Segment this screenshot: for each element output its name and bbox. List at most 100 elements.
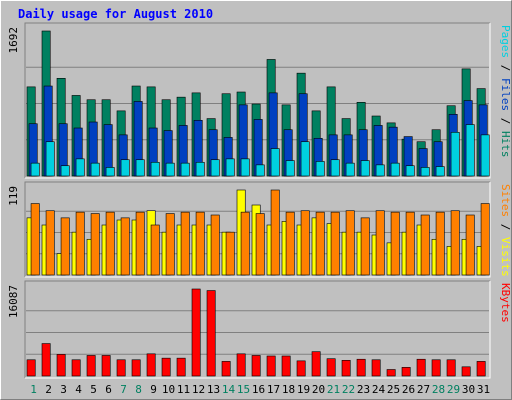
- legend-separator: /: [499, 217, 512, 237]
- x-tick-label: 18: [282, 383, 295, 396]
- bar-sites-day-4: [75, 211, 85, 276]
- bar-sites-day-5: [90, 213, 100, 276]
- bar-kbytes-day-9: [146, 353, 156, 377]
- x-tick-label: 12: [192, 383, 205, 396]
- bar-kbytes-day-29: [446, 359, 456, 377]
- x-tick-label: 7: [120, 383, 127, 396]
- bar-pages-day-21: [330, 159, 340, 177]
- bar-sites-day-15: [240, 211, 250, 276]
- bar-pages-day-15: [240, 158, 250, 177]
- bar-sites-day-20: [315, 211, 325, 276]
- panel-hits: 1692 Pages / Files / Hits: [7, 22, 512, 179]
- bar-sites-day-23: [360, 217, 370, 276]
- bar-kbytes-day-26: [401, 367, 411, 377]
- bar-sites-day-10: [165, 213, 175, 276]
- bar-kbytes-day-17: [266, 355, 276, 377]
- bar-sites-day-12: [195, 211, 205, 276]
- bar-kbytes-day-16: [251, 355, 261, 377]
- bar-kbytes-day-28: [431, 359, 441, 377]
- x-tick-label: 13: [207, 383, 220, 396]
- legend-entry-files: Files: [499, 78, 512, 111]
- x-tick-label: 11: [177, 383, 190, 396]
- panel-hits-bevel-light: [25, 23, 491, 179]
- bar-sites-day-1: [30, 203, 40, 276]
- x-tick-label: 20: [312, 383, 325, 396]
- bar-pages-day-22: [345, 162, 355, 177]
- panel-hits-ymax-label: 1692: [7, 27, 20, 54]
- bar-pages-day-20: [315, 161, 325, 177]
- legend-entry-visits: Visits: [499, 237, 512, 277]
- bar-pages-day-6: [105, 167, 115, 177]
- legend-separator: /: [499, 58, 512, 78]
- bar-pages-day-19: [300, 141, 310, 177]
- x-tick-label: 21: [327, 383, 340, 396]
- bar-pages-day-16: [255, 164, 265, 177]
- bar-sites-day-21: [330, 211, 340, 276]
- x-tick-label: 6: [105, 383, 112, 396]
- x-tick-label: 8: [135, 383, 142, 396]
- bar-sites-day-30: [465, 214, 475, 276]
- panel-kbytes-ymax-label: 16087: [7, 285, 20, 318]
- panel-kbytes-bevel-dark: [24, 280, 490, 378]
- x-tick-label: 23: [357, 383, 370, 396]
- legend-entry-sites: Sites: [499, 184, 512, 217]
- bar-kbytes-day-23: [356, 358, 366, 377]
- bar-kbytes-day-7: [116, 359, 126, 377]
- bar-kbytes-day-8: [131, 359, 141, 377]
- panel-hits-right-legend: Pages / Files / Hits: [499, 25, 512, 158]
- x-tick-label: 28: [432, 383, 445, 396]
- bar-pages-day-25: [390, 162, 400, 177]
- bar-pages-day-1: [30, 162, 40, 177]
- bar-sites-day-31: [480, 203, 490, 276]
- x-tick-label: 2: [45, 383, 52, 396]
- bar-kbytes-day-1: [26, 359, 36, 377]
- x-tick-label: 5: [90, 383, 97, 396]
- bar-kbytes-day-21: [326, 358, 336, 377]
- bar-kbytes-day-19: [296, 360, 306, 377]
- bar-kbytes-day-11: [176, 357, 186, 377]
- x-tick-label: 31: [477, 383, 490, 396]
- bar-kbytes-day-3: [56, 354, 66, 377]
- x-tick-label: 9: [150, 383, 157, 396]
- bar-sites-day-26: [405, 211, 415, 276]
- bar-kbytes-day-25: [386, 369, 396, 377]
- bar-pages-day-9: [150, 161, 160, 177]
- legend-entry-pages: Pages: [499, 25, 512, 58]
- bar-kbytes-day-12: [191, 288, 201, 377]
- x-tick-label: 19: [297, 383, 310, 396]
- bar-kbytes-day-2: [41, 343, 51, 377]
- x-tick-label: 1: [30, 383, 37, 396]
- bar-pages-day-7: [120, 159, 130, 177]
- bar-kbytes-day-27: [416, 358, 426, 377]
- bar-pages-day-13: [210, 159, 220, 177]
- bar-pages-day-11: [180, 162, 190, 177]
- bar-kbytes-day-4: [71, 359, 81, 377]
- bar-pages-day-26: [405, 165, 415, 177]
- bar-sites-day-6: [105, 211, 115, 276]
- bar-pages-day-3: [60, 165, 70, 177]
- x-tick-label: 26: [402, 383, 415, 396]
- legend-entry-hits: Hits: [499, 131, 512, 158]
- bar-sites-day-22: [345, 210, 355, 276]
- bar-pages-day-27: [420, 167, 430, 177]
- bar-sites-day-29: [450, 210, 460, 276]
- bar-sites-day-14: [225, 231, 235, 276]
- bar-kbytes-day-22: [341, 360, 351, 377]
- panel-visits-bevel-dark: [24, 181, 490, 277]
- bar-sites-day-7: [120, 217, 130, 276]
- x-tick-label: 17: [267, 383, 280, 396]
- panel-visits: 119 Sites / Visits: [7, 181, 512, 278]
- bar-pages-day-12: [195, 161, 205, 177]
- panel-visits-ymax-label: 119: [7, 186, 20, 206]
- panel-visits-right-legend: Sites / Visits: [499, 184, 512, 277]
- bar-sites-day-17: [270, 189, 280, 276]
- bar-pages-day-28: [435, 166, 445, 177]
- bar-kbytes-day-10: [161, 357, 171, 377]
- bar-sites-day-24: [375, 210, 385, 276]
- bar-sites-day-16: [255, 213, 265, 276]
- x-tick-label: 16: [252, 383, 265, 396]
- bar-kbytes-day-6: [101, 355, 111, 377]
- bar-sites-day-25: [390, 211, 400, 276]
